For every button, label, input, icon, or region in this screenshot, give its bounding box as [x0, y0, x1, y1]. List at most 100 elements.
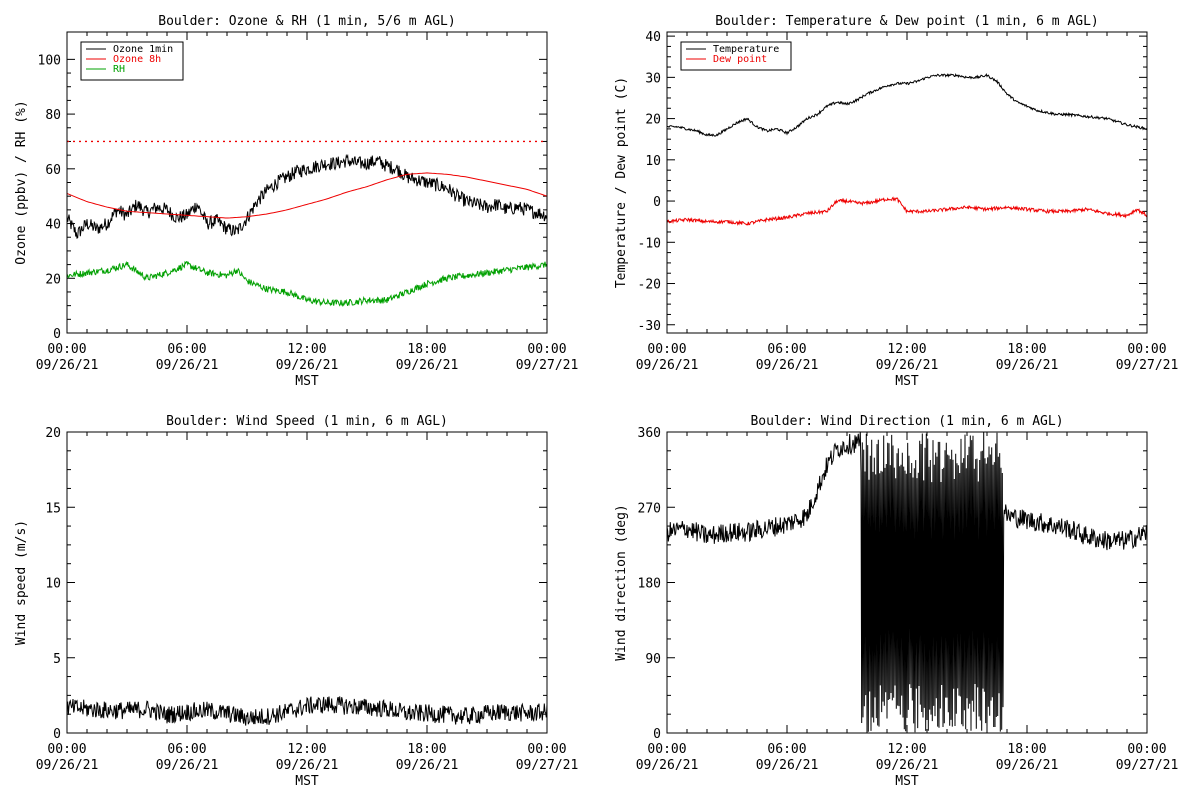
x-tick-label-time: 00:00: [47, 742, 86, 757]
y-tick-label: 360: [638, 426, 661, 441]
y-axis-label: Temperature / Dew point (C): [614, 77, 629, 288]
y-tick-label: 180: [638, 577, 661, 592]
y-axis-label: Ozone (ppbv) / RH (%): [14, 100, 29, 264]
chart-panel-1: Boulder: Ozone & RH (1 min, 5/6 m AGL) 0 2…: [14, 14, 578, 389]
x-tick-label-time: 00:00: [527, 342, 566, 357]
y-tick-label: 10: [645, 154, 661, 169]
x-tick-label-time: 18:00: [407, 342, 446, 357]
chart-panel-3: Boulder: Wind Speed (1 min, 6 m AGL) 0 5 10…: [14, 414, 578, 789]
x-tick-label-date: 09/26/21: [636, 358, 699, 373]
x-tick-label-time: 06:00: [767, 742, 806, 757]
y-axis-label: Wind speed (m/s): [14, 520, 29, 645]
x-tick-label-date: 09/26/21: [636, 758, 699, 773]
y-tick-label: 80: [45, 108, 61, 123]
legend-label: RH: [113, 64, 125, 75]
y-tick-label: 30: [645, 71, 661, 86]
x-tick-label-date: 09/27/21: [1116, 358, 1179, 373]
x-tick-label-date: 09/27/21: [516, 358, 579, 373]
x-tick-label-time: 12:00: [287, 742, 326, 757]
y-tick-label: 20: [45, 426, 61, 441]
x-tick-label-time: 12:00: [887, 342, 926, 357]
plot-area: [667, 72, 1147, 227]
chart-panel-4: Boulder: Wind Direction (1 min, 6 m AGL)…: [614, 414, 1178, 789]
plot-frame: [666, 31, 1148, 334]
x-axis-label: MST: [895, 374, 919, 389]
x-tick-label-time: 06:00: [167, 342, 206, 357]
x-tick-label-date: 09/26/21: [876, 758, 939, 773]
x-tick-label-time: 00:00: [527, 742, 566, 757]
legend-label: Ozone 8h: [113, 54, 161, 65]
x-axis-label: MST: [295, 374, 319, 389]
plot-frame: [66, 31, 548, 334]
series-line-ozone-8h: [67, 172, 547, 219]
x-tick-label-date: 09/26/21: [36, 358, 99, 373]
x-tick-label-time: 12:00: [287, 342, 326, 357]
x-tick-label-time: 06:00: [167, 742, 206, 757]
x-tick-label-date: 09/26/21: [276, 358, 339, 373]
y-tick-label: 100: [38, 53, 61, 68]
legend-box: [80, 41, 184, 81]
y-tick-label: 15: [45, 501, 61, 516]
x-tick-label-time: 00:00: [47, 342, 86, 357]
y-tick-label: 0: [53, 327, 61, 342]
series-line-data: [67, 696, 547, 726]
y-tick-label: -30: [638, 319, 661, 334]
series-line-data: [667, 432, 1147, 733]
chart-title: Boulder: Temperature & Dew point (1 min,…: [715, 14, 1099, 29]
series-line-ozone-1min: [67, 153, 547, 239]
x-tick-label-time: 06:00: [767, 342, 806, 357]
x-tick-label-date: 09/26/21: [876, 358, 939, 373]
x-tick-label-date: 09/26/21: [396, 758, 459, 773]
plot-area: [67, 696, 547, 726]
x-axis-label: MST: [895, 774, 919, 789]
x-tick-label-time: 00:00: [1127, 742, 1166, 757]
x-axis-label: MST: [295, 774, 319, 789]
plot-area: [67, 140, 547, 307]
x-tick-label-date: 09/26/21: [996, 758, 1059, 773]
legend-label: Ozone 1min: [113, 44, 173, 55]
y-axis-label: Wind direction (deg): [614, 504, 629, 661]
x-tick-label-date: 09/26/21: [156, 358, 219, 373]
chart-panel-2: Boulder: Temperature & Dew point (1 min,…: [614, 14, 1178, 389]
x-tick-label-date: 09/26/21: [36, 758, 99, 773]
plot-frame: [66, 431, 548, 734]
series-line-temperature: [667, 72, 1147, 137]
y-tick-label: 20: [645, 113, 661, 128]
y-tick-label: -10: [638, 236, 661, 251]
x-tick-label-date: 09/26/21: [396, 358, 459, 373]
y-tick-label: 90: [645, 652, 661, 667]
chart-title: Boulder: Wind Speed (1 min, 6 m AGL): [166, 414, 448, 429]
y-tick-label: 40: [645, 30, 661, 45]
legend-label: Dew point: [713, 54, 767, 65]
y-tick-label: 60: [45, 163, 61, 178]
x-tick-label-date: 09/26/21: [996, 358, 1059, 373]
x-tick-label-date: 09/26/21: [156, 758, 219, 773]
x-tick-label-time: 12:00: [887, 742, 926, 757]
y-tick-label: 0: [653, 727, 661, 742]
series-line-rh: [67, 260, 547, 307]
plot-area: [667, 432, 1147, 733]
legend-label: Temperature: [713, 44, 779, 55]
x-tick-label-date: 09/26/21: [756, 358, 819, 373]
y-tick-label: 5: [53, 652, 61, 667]
y-tick-label: 0: [53, 727, 61, 742]
x-tick-label-time: 00:00: [1127, 342, 1166, 357]
plot-frame: [666, 431, 1148, 734]
x-tick-label-date: 09/26/21: [276, 758, 339, 773]
x-tick-label-time: 18:00: [407, 742, 446, 757]
y-tick-label: 40: [45, 218, 61, 233]
x-tick-label-date: 09/27/21: [516, 758, 579, 773]
y-tick-label: 270: [638, 501, 661, 516]
x-tick-label-time: 18:00: [1007, 342, 1046, 357]
y-tick-label: 10: [45, 577, 61, 592]
x-tick-label-date: 09/26/21: [756, 758, 819, 773]
y-tick-label: 0: [653, 195, 661, 210]
legend-box: [680, 41, 792, 71]
y-tick-label: -20: [638, 278, 661, 293]
x-tick-label-time: 00:00: [647, 742, 686, 757]
chart-title: Boulder: Wind Direction (1 min, 6 m AGL): [750, 414, 1063, 429]
x-tick-label-date: 09/27/21: [1116, 758, 1179, 773]
y-tick-label: 20: [45, 272, 61, 287]
x-tick-label-time: 18:00: [1007, 742, 1046, 757]
